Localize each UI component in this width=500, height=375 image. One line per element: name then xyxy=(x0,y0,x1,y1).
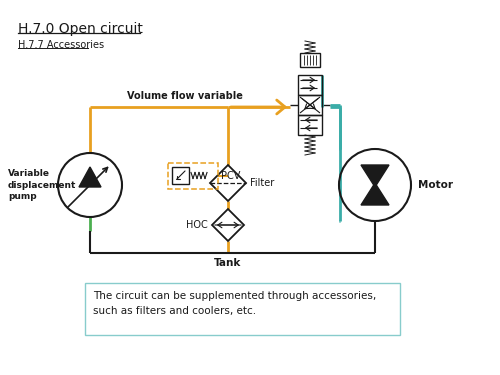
Text: Filter: Filter xyxy=(250,178,274,188)
Text: H.7.7 Accessories: H.7.7 Accessories xyxy=(18,40,104,50)
Bar xyxy=(298,95,322,115)
Text: Variable
displacement
pump: Variable displacement pump xyxy=(8,169,76,201)
Bar xyxy=(298,75,322,95)
Bar xyxy=(300,53,320,67)
Text: Motor: Motor xyxy=(418,180,453,190)
Text: HOC: HOC xyxy=(186,220,208,230)
Text: The circuit can be supplemented through accessories,
such as filters and coolers: The circuit can be supplemented through … xyxy=(93,291,376,316)
FancyBboxPatch shape xyxy=(85,283,400,335)
Polygon shape xyxy=(79,167,101,187)
Polygon shape xyxy=(361,183,389,205)
Text: PCV: PCV xyxy=(221,171,240,181)
Text: Tank: Tank xyxy=(214,258,242,268)
Text: Volume flow variable: Volume flow variable xyxy=(127,91,243,101)
Text: H.7.0 Open circuit: H.7.0 Open circuit xyxy=(18,22,143,36)
Polygon shape xyxy=(361,165,389,187)
Bar xyxy=(298,115,322,135)
Bar xyxy=(168,163,218,189)
Bar xyxy=(172,167,189,184)
